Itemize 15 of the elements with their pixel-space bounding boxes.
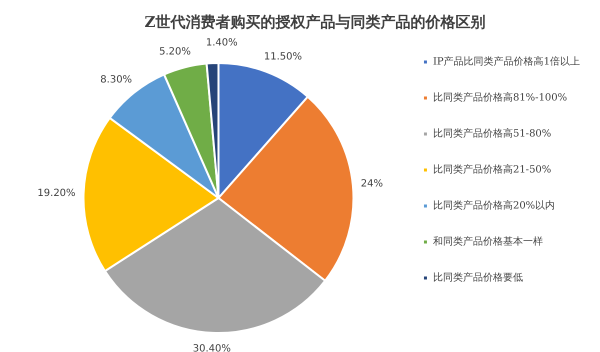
legend-label: 比同类产品价格高51-80% — [432, 128, 552, 140]
data-label: 19.20% — [37, 188, 76, 199]
data-label: 24% — [360, 178, 384, 190]
data-label: 5.20% — [159, 46, 191, 58]
legend-label: 比同类产品价格高81%-100% — [432, 92, 568, 104]
legend-label: 比同类产品价格要低 — [432, 272, 523, 284]
legend-label: IP产品比同类产品价格高1倍以上 — [432, 56, 580, 68]
data-label: 8.30% — [100, 74, 132, 86]
data-label: 1.40% — [206, 38, 238, 49]
data-label: 30.40% — [192, 343, 231, 352]
legend-label: 比同类产品价格高21-50% — [432, 164, 552, 176]
legend-label: 和同类产品价格基本一样 — [432, 236, 543, 248]
data-label: 11.50% — [264, 51, 302, 62]
legend-label: 比同类产品价格高20%以内 — [432, 200, 556, 212]
chart-title: Z世代消费者购买的授权产品与同类产品的价格区别 — [144, 12, 486, 31]
